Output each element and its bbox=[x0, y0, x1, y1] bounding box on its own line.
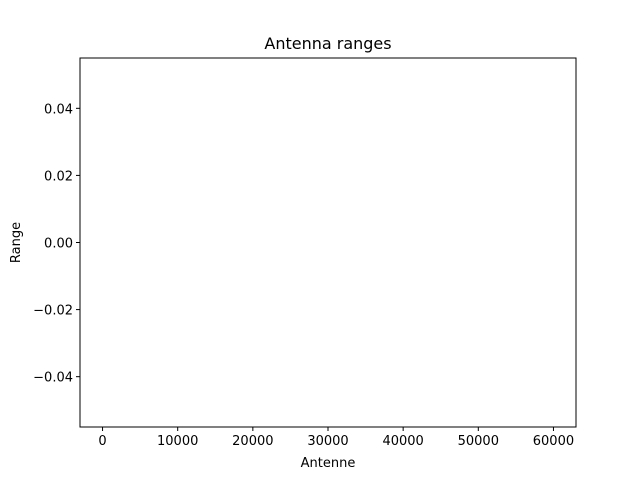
y-tick-label: −0.04 bbox=[33, 371, 73, 386]
x-tick-label: 0 bbox=[98, 434, 106, 449]
y-tick-label: 0.04 bbox=[44, 102, 73, 117]
y-axis-label: Range bbox=[9, 222, 24, 263]
y-tick-label: 0.00 bbox=[44, 237, 73, 252]
x-tick-label: 20000 bbox=[232, 434, 273, 449]
y-tick-label: 0.02 bbox=[44, 169, 73, 184]
chart-title: Antenna ranges bbox=[264, 34, 391, 53]
x-tick-label: 30000 bbox=[307, 434, 348, 449]
plot-area bbox=[79, 57, 577, 428]
x-tick-label: 50000 bbox=[458, 434, 499, 449]
y-tick-label: −0.02 bbox=[33, 304, 73, 319]
x-axis-label: Antenne bbox=[301, 456, 356, 471]
y-axis-ticks: −0.04 −0.02 0.00 0.02 0.04 bbox=[33, 102, 80, 386]
x-tick-label: 40000 bbox=[382, 434, 423, 449]
axes-frame bbox=[79, 57, 577, 428]
x-tick-label: 60000 bbox=[533, 434, 574, 449]
x-tick-label: 10000 bbox=[157, 434, 198, 449]
x-axis-ticks: 0 10000 20000 30000 40000 50000 60000 bbox=[98, 427, 574, 449]
